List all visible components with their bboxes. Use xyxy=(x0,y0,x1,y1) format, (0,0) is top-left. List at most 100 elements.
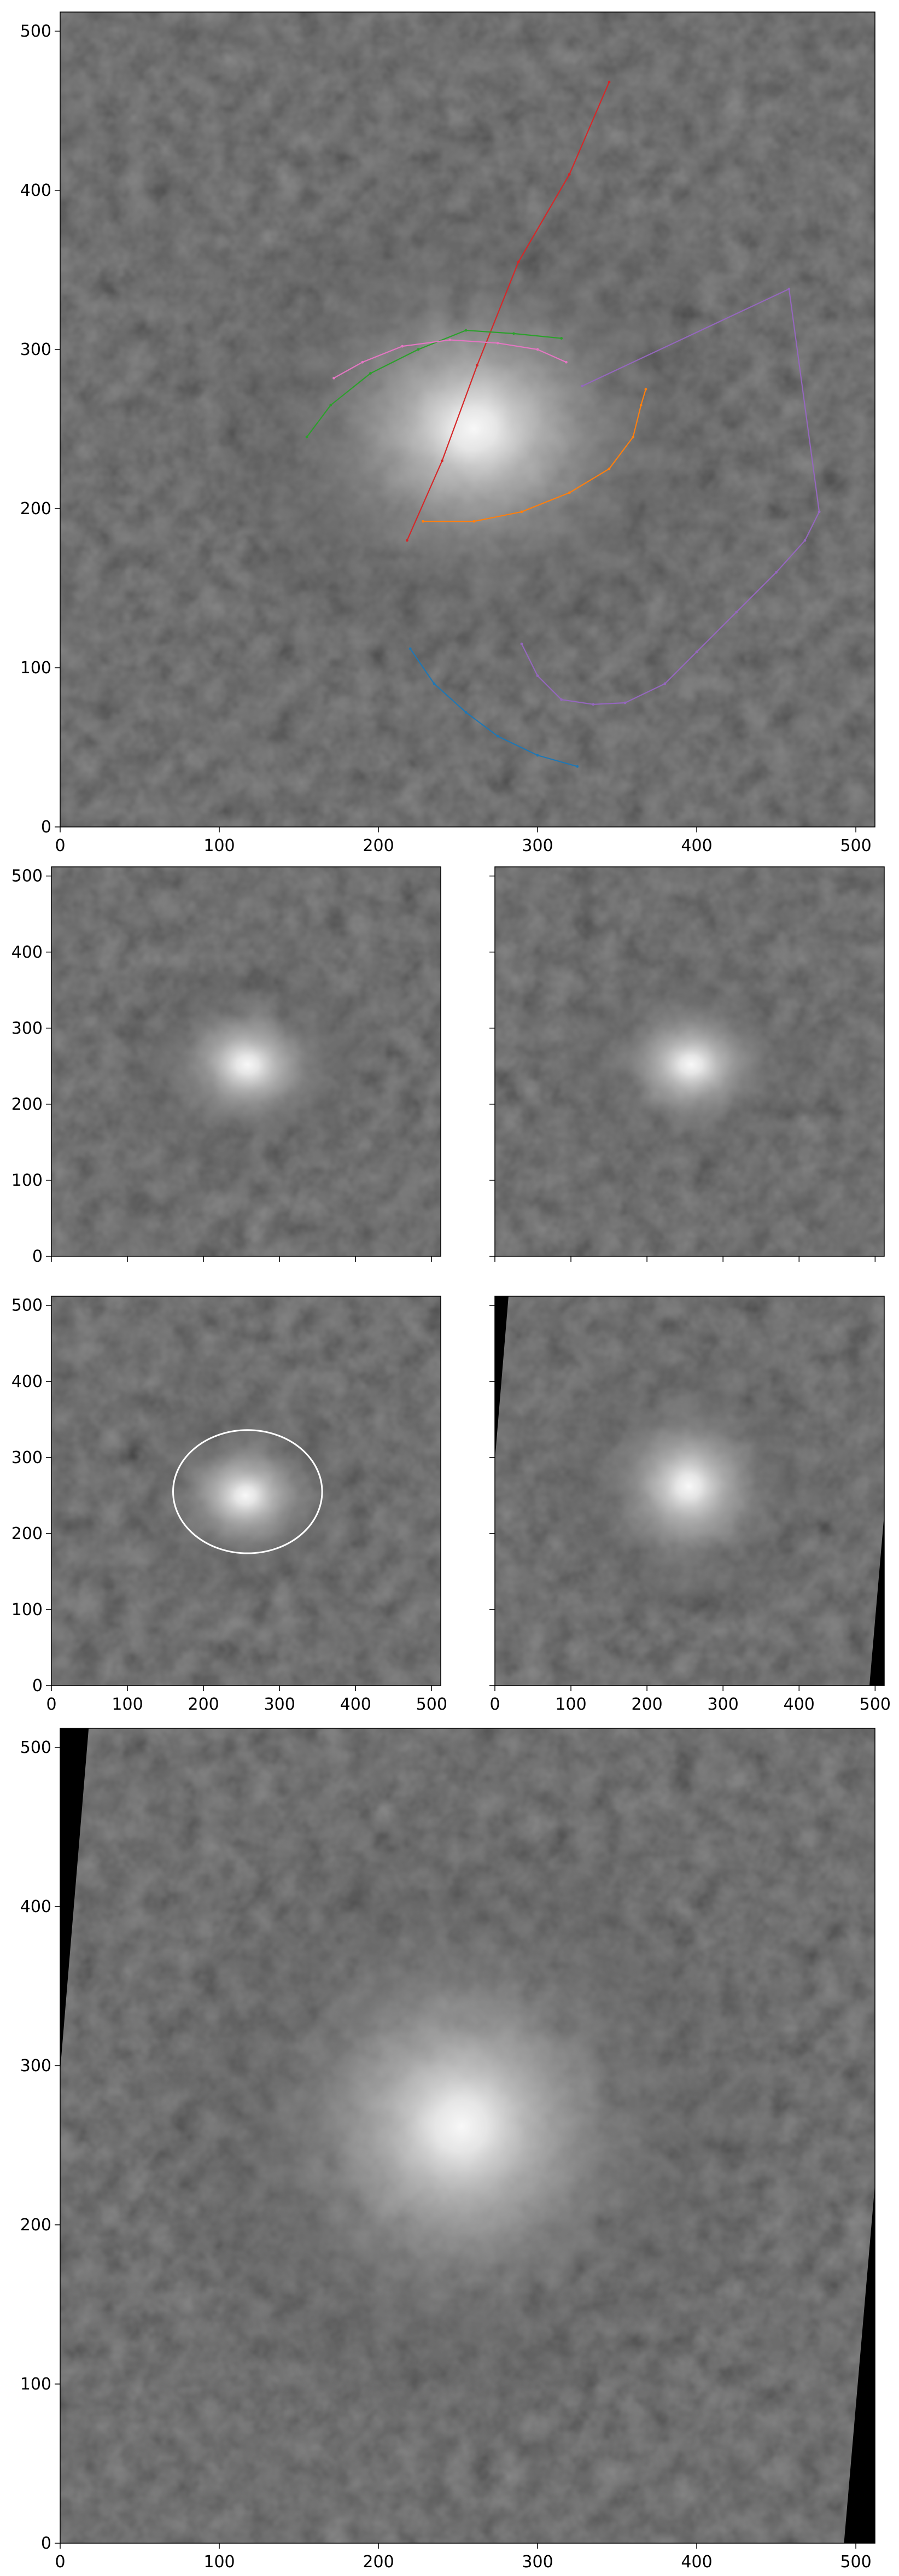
y-tick-label: 0 xyxy=(32,1247,43,1266)
y-tick-label: 100 xyxy=(11,1600,43,1619)
mid-right xyxy=(489,867,884,1262)
x-tick-label: 200 xyxy=(363,836,394,855)
y-tick-label: 400 xyxy=(11,1372,43,1391)
x-tick-label: 500 xyxy=(416,1695,447,1714)
galaxy-glow xyxy=(109,950,386,1179)
track-red-point xyxy=(406,539,408,542)
track-purple-point xyxy=(787,288,790,290)
y-tick-label: 200 xyxy=(11,1095,43,1114)
track-green-point xyxy=(417,348,419,351)
x-tick-label: 300 xyxy=(522,836,553,855)
track-pink-point xyxy=(332,377,335,380)
track-green-point xyxy=(329,404,332,406)
y-tick-label: 500 xyxy=(11,1296,43,1315)
track-blue-point xyxy=(497,735,499,738)
lower-right-image xyxy=(495,1296,884,1686)
mid-right-image xyxy=(495,867,884,1256)
x-tick-label: 100 xyxy=(555,1695,586,1714)
mid-left: 0 100 200 300 400 500 xyxy=(11,867,441,1266)
track-blue-point xyxy=(433,683,435,685)
top-panel-image xyxy=(60,12,875,827)
x-tick-label: 500 xyxy=(860,1695,891,1714)
track-pink-point xyxy=(497,342,499,345)
y-tick-label: 400 xyxy=(20,181,51,200)
track-orange-point xyxy=(640,404,643,406)
x-tick-label: 300 xyxy=(708,1695,739,1714)
track-purple-point xyxy=(521,643,523,645)
track-purple-point xyxy=(560,698,563,701)
y-tick-label: 200 xyxy=(20,2216,51,2235)
track-pink-point xyxy=(401,345,404,348)
track-red-point xyxy=(608,81,611,84)
y-tick-label: 200 xyxy=(20,499,51,518)
track-red-point xyxy=(568,173,571,176)
x-tick-label: 100 xyxy=(112,1695,143,1714)
track-red-point xyxy=(441,459,443,462)
y-tick-label: 300 xyxy=(11,1448,43,1467)
track-orange-point xyxy=(472,520,475,523)
y-tick-label: 0 xyxy=(41,818,51,837)
y-tick-label: 100 xyxy=(20,2375,51,2394)
y-tick-label: 100 xyxy=(20,658,51,678)
bottom-panel: 0 100 200 300 400 500 0 100 200 300 400 500 xyxy=(20,1728,875,2572)
track-green-point xyxy=(465,329,468,332)
x-tick-label: 0 xyxy=(489,1695,500,1714)
track-orange-point xyxy=(608,468,611,470)
track-orange-point xyxy=(632,436,634,439)
track-orange-point xyxy=(521,510,523,513)
lower-right: 0 100 200 300 400 500 xyxy=(489,1296,891,1714)
x-tick-label: 400 xyxy=(784,1695,815,1714)
x-tick-label: 200 xyxy=(631,1695,662,1714)
track-purple-point xyxy=(592,703,595,706)
x-tick-label: 500 xyxy=(840,836,871,855)
track-red-point xyxy=(476,364,478,367)
bottom-panel-image xyxy=(60,1728,875,2543)
track-green-point xyxy=(369,372,372,375)
track-blue-point xyxy=(409,648,412,650)
track-purple-point xyxy=(624,702,627,704)
track-purple-point xyxy=(735,611,738,614)
galaxy-glow xyxy=(553,950,830,1179)
x-tick-label: 100 xyxy=(203,836,235,855)
x-tick-label: 300 xyxy=(522,2552,553,2572)
galaxy-glow xyxy=(117,1386,374,1604)
track-pink-point xyxy=(361,361,364,364)
track-purple-point xyxy=(818,510,821,513)
y-tick-label: 500 xyxy=(20,22,51,41)
galaxy-glow xyxy=(184,172,763,685)
x-tick-label: 400 xyxy=(340,1695,371,1714)
track-green-point xyxy=(512,332,515,335)
x-tick-label: 200 xyxy=(363,2552,394,2572)
y-tick-label: 400 xyxy=(20,1897,51,1916)
x-tick-label: 300 xyxy=(264,1695,295,1714)
track-blue-point xyxy=(465,711,468,714)
track-purple-point xyxy=(804,539,807,542)
track-red-point xyxy=(517,260,520,263)
y-tick-label: 500 xyxy=(20,1738,51,1757)
y-tick-label: 300 xyxy=(11,1019,43,1038)
track-pink-point xyxy=(565,361,568,364)
y-tick-label: 100 xyxy=(11,1171,43,1190)
x-tick-label: 400 xyxy=(681,836,712,855)
track-purple-point xyxy=(536,674,539,677)
x-tick-label: 0 xyxy=(55,836,65,855)
x-tick-label: 400 xyxy=(681,2552,712,2572)
x-tick-label: 0 xyxy=(46,1695,56,1714)
galaxy-glow xyxy=(540,1338,837,1634)
track-orange-point xyxy=(422,520,424,523)
track-blue-point xyxy=(536,754,539,757)
track-orange-point xyxy=(645,388,647,391)
lower-left: 0 100 200 300 400 5000100200300400500 xyxy=(11,1296,447,1714)
lower-left-image xyxy=(51,1296,441,1686)
track-green-point xyxy=(306,436,308,439)
x-tick-label: 0 xyxy=(55,2552,65,2572)
x-tick-label: 100 xyxy=(203,2552,235,2572)
track-blue-point xyxy=(576,765,579,768)
x-tick-label: 200 xyxy=(188,1695,219,1714)
y-tick-label: 500 xyxy=(11,867,43,886)
track-green-point xyxy=(560,337,563,340)
y-tick-label: 400 xyxy=(11,943,43,962)
track-pink-point xyxy=(536,348,539,351)
track-orange-point xyxy=(568,491,571,494)
